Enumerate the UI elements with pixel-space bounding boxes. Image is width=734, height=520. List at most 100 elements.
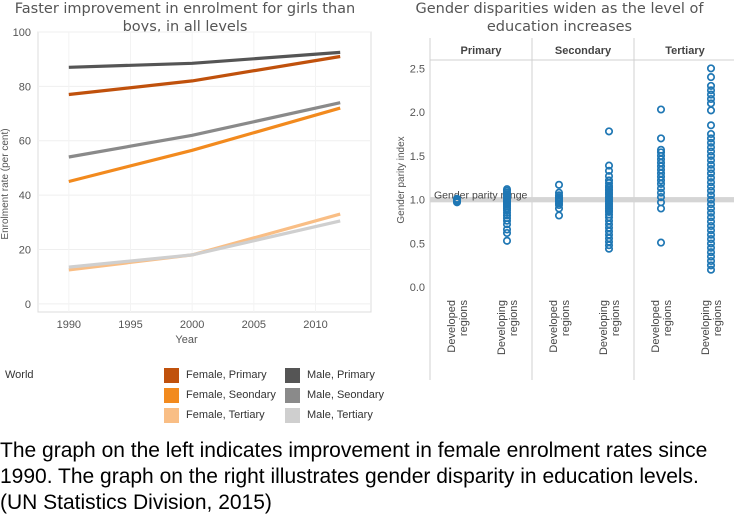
data-point: [554, 191, 564, 200]
category-label-line: regions: [458, 300, 470, 337]
category-label-line: Developed: [650, 300, 662, 353]
data-point: [706, 239, 716, 248]
category-label-line: Developed: [446, 300, 458, 353]
left-chart-title: Faster improvement in enrolment for girl…: [14, 1, 356, 35]
data-point: [604, 172, 614, 181]
category-label-line: regions: [610, 300, 622, 337]
series-line-female-seondary: [68, 106, 341, 184]
y-tick-label: 60: [19, 136, 31, 148]
data-point: [706, 160, 716, 169]
data-point: [706, 265, 716, 274]
data-point: [706, 230, 716, 239]
legend-swatch: [164, 368, 179, 383]
data-point: [502, 214, 512, 223]
data-point: [706, 156, 716, 165]
data-point: [656, 238, 666, 247]
category-label: Developingregions: [598, 300, 622, 356]
data-point: [604, 161, 614, 170]
data-point: [656, 148, 666, 157]
data-point: [706, 200, 716, 209]
y-tick-label: 1.5: [410, 151, 425, 163]
y-tick-label: 0: [25, 299, 31, 311]
y-tick-label: 2.5: [410, 63, 425, 75]
x-tick-label: 2000: [180, 319, 204, 331]
data-point: [554, 188, 564, 197]
legend-item-female-secondary[interactable]: Female, Seondary: [164, 388, 276, 403]
data-point: [706, 248, 716, 257]
data-point: [706, 235, 716, 244]
data-point: [706, 252, 716, 261]
data-point: [706, 169, 716, 178]
data-point: [706, 81, 716, 90]
legend-title: World: [5, 369, 34, 381]
data-point: [502, 216, 512, 225]
data-point: [706, 147, 716, 156]
data-point: [706, 129, 716, 139]
data-point: [706, 178, 716, 187]
data-point: [706, 64, 716, 73]
data-point: [656, 105, 666, 114]
category-label: Developingregions: [700, 300, 724, 356]
legend-label: Female, Tertiary: [186, 409, 265, 421]
y-axis-label: Gender parity index: [396, 136, 407, 223]
data-point: [706, 151, 716, 160]
legend-item-male-primary[interactable]: Male, Primary: [285, 368, 375, 383]
data-point: [502, 228, 512, 238]
data-point: [706, 86, 716, 95]
y-axis-label: Enrolment rate (per cent): [0, 128, 11, 239]
legend-item-male-secondary[interactable]: Male, Seondary: [285, 388, 384, 403]
y-tick-label: 2.0: [410, 107, 425, 119]
series-line-male-primary: [68, 50, 341, 69]
data-point: [706, 221, 716, 231]
data-point: [706, 165, 716, 174]
y-tick-label: 0.5: [410, 238, 425, 250]
data-point: [656, 184, 666, 193]
data-point: [706, 99, 716, 108]
y-tick-label: 20: [19, 244, 31, 256]
category-label-line: regions: [508, 300, 520, 337]
y-tick-label: 100: [13, 27, 31, 39]
chart-canvas: 0 20 40 60 80 100 1990 1995 2000 2005 2010 Year Enro…: [0, 27, 734, 380]
data-point: [706, 243, 716, 252]
x-tick-label: 2010: [303, 319, 327, 331]
category-label: Developedregions: [650, 300, 674, 353]
legend-item-female-tertiary[interactable]: Female, Tertiary: [164, 408, 265, 423]
y-tick-label: 0.0: [410, 282, 425, 294]
data-point: [706, 138, 716, 147]
legend-label: Male, Tertiary: [307, 409, 373, 421]
y-tick-label: 80: [19, 81, 31, 93]
y-tick-label: 40: [19, 190, 31, 202]
data-point: [604, 181, 614, 190]
data-point: [706, 182, 716, 191]
data-point: [706, 226, 716, 235]
series-line-female-primary: [68, 54, 341, 97]
data-point: [604, 166, 614, 175]
legend-swatch: [164, 408, 179, 423]
y-tick-label: 1.0: [410, 195, 425, 207]
series-line-male-tertiary: [68, 219, 341, 269]
legend-item-female-primary[interactable]: Female, Primary: [164, 368, 267, 383]
data-point: [706, 186, 716, 195]
legend-item-male-tertiary[interactable]: Male, Tertiary: [285, 408, 373, 423]
category-label-line: Developing: [598, 300, 610, 355]
data-point: [656, 134, 666, 143]
data-point: [656, 188, 666, 197]
data-point: [706, 94, 716, 104]
x-tick-label: 2005: [242, 319, 266, 331]
category-label-line: regions: [560, 300, 572, 337]
category-label-line: Developing: [496, 300, 508, 355]
data-point: [502, 225, 512, 234]
gender-parity-band: [430, 197, 734, 203]
panel-label-primary: Primary: [461, 45, 503, 57]
left-plot-area: [37, 31, 372, 313]
data-point: [706, 143, 716, 152]
legend-label: Female, Seondary: [186, 389, 276, 401]
data-point: [502, 236, 512, 245]
panel-label-tertiary: Tertiary: [665, 45, 705, 57]
data-point: [706, 90, 716, 99]
legend-label: Male, Seondary: [307, 389, 385, 401]
category-label-line: Developed: [548, 300, 560, 353]
data-point: [706, 217, 716, 226]
category-label: Developingregions: [496, 300, 520, 356]
right-chart-title: Gender disparities widen as the level of…: [415, 1, 704, 35]
